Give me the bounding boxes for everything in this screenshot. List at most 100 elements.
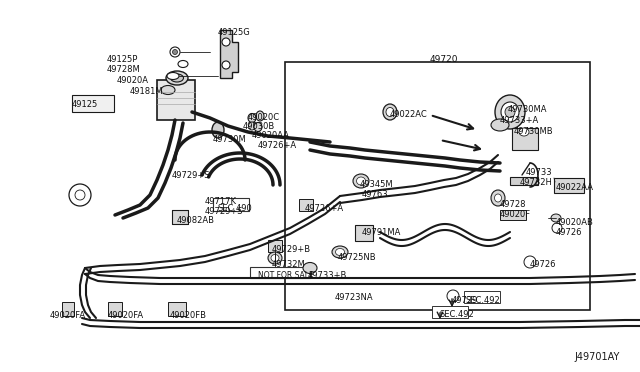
Bar bbox=[213, 198, 249, 211]
Text: 49732H: 49732H bbox=[520, 178, 553, 187]
Text: 49729+B: 49729+B bbox=[272, 245, 311, 254]
Text: 49726: 49726 bbox=[530, 260, 557, 269]
Circle shape bbox=[447, 290, 459, 302]
Ellipse shape bbox=[248, 113, 256, 122]
Text: 49030B: 49030B bbox=[243, 122, 275, 131]
Text: 49729+S: 49729+S bbox=[205, 207, 243, 216]
Bar bbox=[355, 225, 373, 241]
Text: SEC.492: SEC.492 bbox=[440, 310, 475, 319]
Bar bbox=[62, 302, 74, 316]
Circle shape bbox=[524, 256, 536, 268]
Ellipse shape bbox=[505, 106, 515, 118]
Ellipse shape bbox=[167, 73, 179, 80]
Text: 49725NB: 49725NB bbox=[338, 253, 376, 262]
Ellipse shape bbox=[491, 119, 509, 131]
Ellipse shape bbox=[212, 122, 224, 138]
Bar bbox=[168, 302, 186, 316]
Text: 49720: 49720 bbox=[430, 55, 458, 64]
Text: 49125G: 49125G bbox=[218, 28, 251, 37]
Ellipse shape bbox=[332, 246, 348, 258]
Ellipse shape bbox=[161, 86, 175, 94]
Text: 49732M: 49732M bbox=[272, 260, 306, 269]
Ellipse shape bbox=[495, 194, 502, 202]
Bar bbox=[157, 80, 195, 120]
Circle shape bbox=[552, 223, 562, 233]
Text: 49020C: 49020C bbox=[248, 113, 280, 122]
Text: 49726+A: 49726+A bbox=[258, 141, 297, 150]
Bar bbox=[299, 199, 313, 211]
Text: 49733+B: 49733+B bbox=[308, 271, 348, 280]
Bar bbox=[72, 95, 114, 112]
Ellipse shape bbox=[268, 252, 282, 264]
Text: SEC.492: SEC.492 bbox=[466, 296, 500, 305]
Ellipse shape bbox=[495, 95, 525, 129]
Polygon shape bbox=[220, 30, 238, 78]
Text: 49729: 49729 bbox=[452, 296, 478, 305]
Text: 49791MA: 49791MA bbox=[362, 228, 401, 237]
Text: 49763: 49763 bbox=[362, 190, 388, 199]
Bar bbox=[268, 240, 282, 252]
Ellipse shape bbox=[383, 104, 397, 120]
Text: 49022AC: 49022AC bbox=[390, 110, 428, 119]
Ellipse shape bbox=[491, 190, 505, 206]
Bar bbox=[510, 177, 538, 185]
Bar bbox=[500, 210, 526, 220]
Text: 49020F: 49020F bbox=[500, 210, 531, 219]
Bar bbox=[172, 210, 188, 224]
Text: 49022AA: 49022AA bbox=[556, 183, 594, 192]
Text: 49181M: 49181M bbox=[130, 87, 164, 96]
Ellipse shape bbox=[256, 111, 264, 121]
Ellipse shape bbox=[254, 122, 262, 131]
Text: 49730M: 49730M bbox=[213, 135, 247, 144]
Text: 49726+A: 49726+A bbox=[305, 204, 344, 213]
Text: 49723NA: 49723NA bbox=[335, 293, 374, 302]
Ellipse shape bbox=[170, 74, 184, 82]
Text: 49125P: 49125P bbox=[107, 55, 138, 64]
Ellipse shape bbox=[335, 248, 344, 256]
Circle shape bbox=[173, 49, 177, 55]
Circle shape bbox=[222, 38, 230, 46]
Ellipse shape bbox=[271, 254, 279, 262]
Circle shape bbox=[69, 184, 91, 206]
Bar bbox=[108, 302, 122, 316]
Ellipse shape bbox=[519, 128, 529, 136]
Text: 49730MA: 49730MA bbox=[508, 105, 547, 114]
Text: SEC.490: SEC.490 bbox=[218, 204, 253, 213]
Bar bbox=[512, 128, 538, 150]
Ellipse shape bbox=[178, 61, 188, 67]
Text: 49728: 49728 bbox=[500, 200, 527, 209]
Text: 49729+S: 49729+S bbox=[172, 171, 211, 180]
Ellipse shape bbox=[386, 108, 394, 116]
Text: NOT FOR SALE: NOT FOR SALE bbox=[258, 271, 314, 280]
Text: 49733+A: 49733+A bbox=[500, 116, 540, 125]
Text: 49020FA: 49020FA bbox=[108, 311, 144, 320]
Text: 49082AB: 49082AB bbox=[177, 216, 215, 225]
Text: 49125: 49125 bbox=[72, 100, 99, 109]
Circle shape bbox=[75, 190, 85, 200]
Ellipse shape bbox=[303, 263, 317, 273]
Bar bbox=[554, 178, 584, 193]
Ellipse shape bbox=[551, 214, 561, 222]
Ellipse shape bbox=[248, 122, 255, 130]
Ellipse shape bbox=[356, 177, 365, 185]
Ellipse shape bbox=[353, 174, 369, 188]
Circle shape bbox=[222, 61, 230, 69]
Ellipse shape bbox=[501, 102, 519, 122]
Bar bbox=[250, 267, 310, 278]
Text: 49345M: 49345M bbox=[360, 180, 394, 189]
Text: 49726: 49726 bbox=[556, 228, 582, 237]
Bar bbox=[464, 291, 500, 303]
Text: 49020FB: 49020FB bbox=[170, 311, 207, 320]
Text: 49717K: 49717K bbox=[205, 197, 237, 206]
Text: 49020FA: 49020FA bbox=[50, 311, 86, 320]
Text: 49020AB: 49020AB bbox=[556, 218, 594, 227]
Text: 49733: 49733 bbox=[526, 168, 552, 177]
Text: J49701AY: J49701AY bbox=[575, 352, 620, 362]
Text: 49730MB: 49730MB bbox=[514, 127, 554, 136]
Bar bbox=[432, 306, 468, 318]
Text: 49020AA: 49020AA bbox=[252, 131, 290, 140]
Text: 49728M: 49728M bbox=[107, 65, 141, 74]
Text: 49020A: 49020A bbox=[117, 76, 149, 85]
Circle shape bbox=[170, 47, 180, 57]
Ellipse shape bbox=[166, 71, 188, 85]
